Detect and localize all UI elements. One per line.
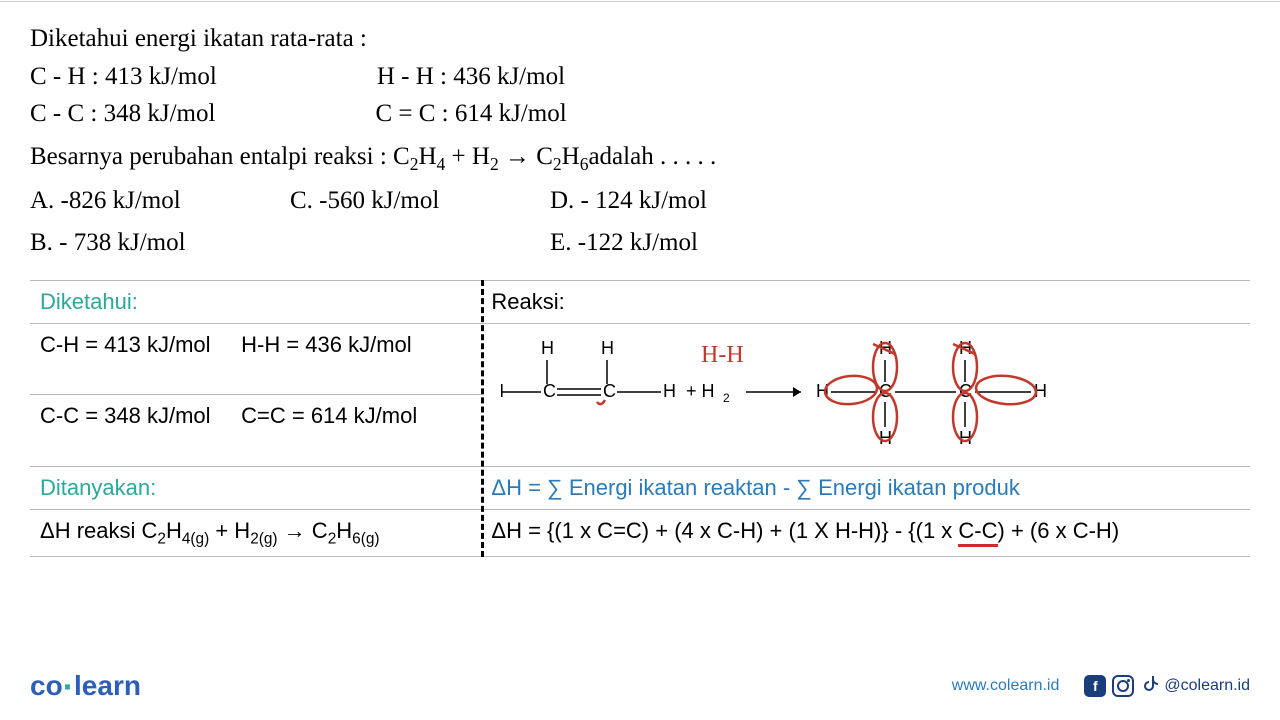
solution-row-4: ΔH reaksi C2H4(g) + H2(g) → C2H6(g) ΔH =… (30, 509, 1250, 556)
sol-ccd: C=C = 614 kJ/mol (241, 403, 417, 428)
bond-ccd: C = C : 614 kJ/mol (375, 95, 566, 133)
q-m2: + H (445, 143, 490, 170)
reaction-diagram: H H H C C H + H 2 (501, 332, 1231, 452)
calc-prefix: ΔH = {(1 x C=C) + (4 x C-H) + (1 X H-H)}… (491, 518, 958, 543)
solution-table: Diketahui: Reaksi: C-H = 413 kJ/mol H-H … (30, 280, 1250, 557)
svg-text:H: H (663, 381, 676, 401)
logo-left: co (30, 670, 63, 701)
sol-ch: C-H = 413 kJ/mol (40, 332, 211, 357)
option-d: D. - 124 kJ/mol (550, 182, 750, 220)
bond-row-2: C - C : 348 kJ/mol C = C : 614 kJ/mol (30, 95, 1250, 133)
svg-text:H: H (541, 338, 554, 358)
footer-right: www.colearn.id f @colearn.id (952, 675, 1250, 697)
solution-row-header: Diketahui: Reaksi: (30, 280, 1250, 323)
calc-underlined: C-C (958, 518, 997, 547)
q-sub4: 4 (437, 154, 446, 174)
option-c: C. -560 kJ/mol (290, 182, 490, 220)
vertical-separator (481, 280, 484, 557)
bond-row-1: C - H : 413 kJ/mol H - H : 436 kJ/mol (30, 58, 1250, 96)
left-bonds-1: C-H = 413 kJ/mol H-H = 436 kJ/mol (30, 323, 481, 395)
dhm3: → C (278, 518, 328, 543)
diketahui-label: Diketahui: (30, 280, 481, 323)
reaksi-label: Reaksi: (481, 280, 1250, 323)
tiktok-icon (1140, 676, 1158, 696)
dhp: ΔH reaksi C (40, 518, 157, 543)
sol-cc: C-C = 348 kJ/mol (40, 403, 211, 428)
dh-reaksi: ΔH reaksi C2H4(g) + H2(g) → C2H6(g) (30, 509, 481, 556)
options-row-2: B. - 738 kJ/mol E. -122 kJ/mol (30, 224, 1250, 262)
option-b: B. - 738 kJ/mol (30, 224, 230, 262)
q-m3: → C (499, 143, 553, 170)
instagram-icon (1112, 675, 1134, 697)
q-p1: Besarnya perubahan entalpi reaksi : C (30, 143, 410, 170)
reaction-diagram-cell: H H H C C H + H 2 (481, 323, 1250, 466)
sol-hh: H-H = 436 kJ/mol (241, 332, 412, 357)
dh-2g: 2(g) (250, 530, 277, 547)
q-sub2c: 2 (553, 154, 562, 174)
solution-row-3: Ditanyakan: ΔH = ∑ Energi ikatan reaktan… (30, 466, 1250, 509)
calc-suffix: ) + (6 x C-H) (998, 518, 1120, 543)
ditanyakan-label: Ditanyakan: (30, 466, 481, 509)
dh-4g: 4(g) (182, 530, 209, 547)
dhm4: H (336, 518, 352, 543)
footer-url: www.colearn.id (952, 677, 1060, 695)
svg-text:H: H (501, 381, 504, 401)
q-sub2b: 2 (490, 154, 499, 174)
logo-right: learn (74, 670, 141, 701)
svg-text:2: 2 (723, 391, 730, 405)
svg-text:H: H (601, 338, 614, 358)
dhm1: H (166, 518, 182, 543)
options-row-1: A. -826 kJ/mol C. -560 kJ/mol D. - 124 k… (30, 182, 1250, 220)
formula-line: ΔH = ∑ Energi ikatan reaktan - ∑ Energi … (481, 466, 1250, 509)
bond-hh: H - H : 436 kJ/mol (377, 58, 565, 96)
dh-s2b: 2 (328, 530, 337, 547)
problem-statement: Diketahui energi ikatan rata-rata : C - … (30, 20, 1250, 262)
svg-text:C: C (603, 381, 616, 401)
solution-row-1: C-H = 413 kJ/mol H-H = 436 kJ/mol H H H … (30, 323, 1250, 395)
svg-text:C: C (543, 381, 556, 401)
social-handle: @colearn.id (1164, 677, 1250, 695)
q-suffix: adalah . . . . . (588, 143, 716, 170)
question-line: Besarnya perubahan entalpi reaksi : C2H4… (30, 138, 1250, 177)
intro-text: Diketahui energi ikatan rata-rata : (30, 20, 1250, 58)
bond-ch: C - H : 413 kJ/mol (30, 58, 217, 96)
spacer (290, 224, 490, 262)
bond-cc: C - C : 348 kJ/mol (30, 95, 215, 133)
dhm2: + H (209, 518, 250, 543)
social-icons: f @colearn.id (1084, 675, 1250, 697)
dh-6g: 6(g) (352, 530, 379, 547)
hh-annotation: H-H (701, 342, 744, 368)
option-e: E. -122 kJ/mol (550, 224, 750, 262)
footer: co·learn www.colearn.id f @colearn.id (30, 670, 1250, 702)
q-m4: H (562, 143, 580, 170)
calc-line: ΔH = {(1 x C=C) + (4 x C-H) + (1 X H-H)}… (481, 509, 1250, 556)
option-a: A. -826 kJ/mol (30, 182, 230, 220)
svg-text:+ H: + H (686, 381, 715, 401)
solution-section: Diketahui: Reaksi: C-H = 413 kJ/mol H-H … (30, 280, 1250, 557)
left-bonds-2: C-C = 348 kJ/mol C=C = 614 kJ/mol (30, 395, 481, 467)
facebook-icon: f (1084, 675, 1106, 697)
q-m1: H (418, 143, 436, 170)
dh-s2a: 2 (157, 530, 166, 547)
colearn-logo: co·learn (30, 670, 141, 702)
logo-dot: · (63, 669, 74, 707)
